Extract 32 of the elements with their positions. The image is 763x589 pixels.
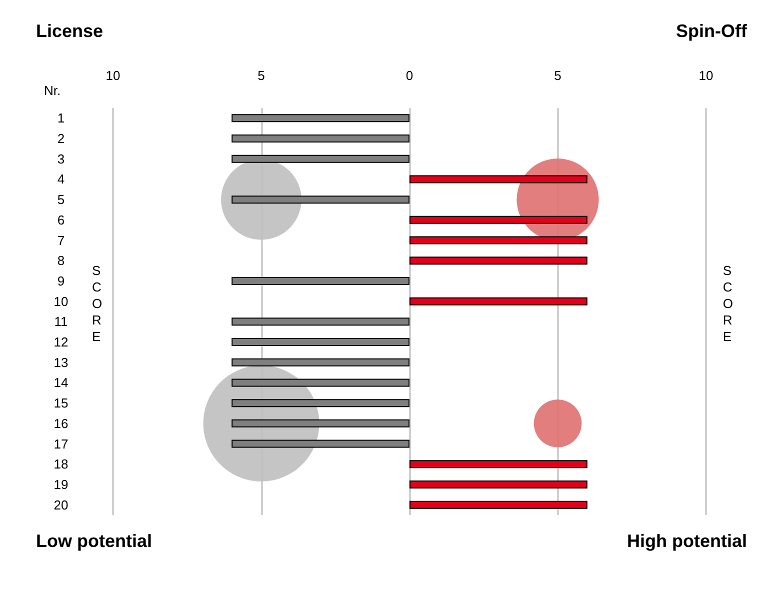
y-tick-label: 20	[54, 497, 68, 512]
y-tick-label: 6	[57, 212, 65, 228]
y-tick-label: 9	[57, 273, 65, 288]
y-tick-label: 10	[54, 294, 68, 309]
x-tick-label: 10	[698, 68, 714, 83]
y-tick-label: 17	[54, 436, 68, 452]
y-tick-label: 4	[57, 172, 65, 187]
y-tick-label: 12	[54, 334, 68, 350]
y-tick-label: 3	[57, 151, 65, 166]
text: SCORE	[92, 262, 102, 344]
y-tick-label: 15	[54, 396, 68, 411]
text: Spin-Off	[676, 21, 748, 41]
text: High potential	[627, 531, 748, 551]
text: SCORE	[722, 262, 734, 344]
text: Low potential	[36, 531, 152, 551]
x-tick-label: 5	[258, 68, 265, 83]
x-tick-label: 10	[106, 68, 120, 83]
y-axis-title: Nr.	[44, 83, 61, 98]
y-tick-label: 14	[54, 375, 68, 390]
y-tick-label: 19	[54, 476, 68, 492]
y-tick-label: 16	[54, 416, 68, 431]
y-tick-label: 7	[57, 232, 65, 248]
x-tick-label: 0	[406, 68, 414, 83]
y-tick-label: 11	[54, 314, 68, 330]
text: License	[36, 21, 104, 41]
y-tick-label: 1	[57, 110, 65, 126]
y-tick-label: 2	[57, 131, 65, 146]
x-tick-label: 5	[554, 68, 562, 83]
y-tick-label: 18	[54, 456, 68, 472]
y-tick-label: 8	[57, 253, 65, 268]
y-tick-label: 5	[57, 192, 65, 208]
y-tick-label: 13	[54, 354, 68, 370]
